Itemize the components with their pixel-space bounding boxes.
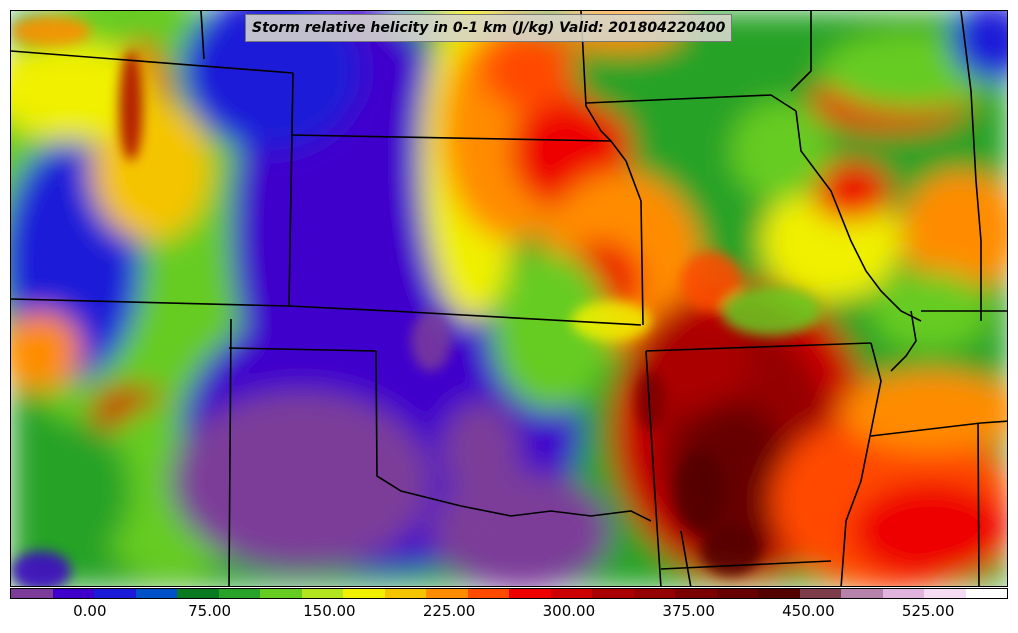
colorbar-tick-label: 0.00 <box>73 602 107 620</box>
colorbar-swatch <box>965 589 1007 598</box>
colorbar-swatch <box>218 589 260 598</box>
colorbar-swatch <box>260 589 302 598</box>
colorbar-swatch <box>135 589 177 598</box>
colorbar-swatch <box>11 589 53 598</box>
colorbar-swatch <box>882 589 924 598</box>
colorbar-swatch <box>716 589 758 598</box>
colorbar-swatch <box>301 589 343 598</box>
colorbar-swatch <box>177 589 219 598</box>
colorbar-swatch <box>94 589 136 598</box>
helicity-field <box>11 11 1007 586</box>
colorbar-swatch <box>426 589 468 598</box>
colorbar <box>10 588 1008 599</box>
colorbar-ticks: 0.00 75.00 150.00 225.00 300.00 375.00 450.00 5… <box>10 602 1008 626</box>
helicity-detail <box>11 16 821 586</box>
colorbar-swatch <box>52 589 94 598</box>
colorbar-tick-label: 150.00 <box>303 602 356 620</box>
colorbar-swatch <box>592 589 634 598</box>
map-canvas <box>11 11 1007 586</box>
colorbar-swatch <box>758 589 800 598</box>
colorbar-tick-label: 75.00 <box>188 602 232 620</box>
colorbar-tick-label: 525.00 <box>901 602 955 620</box>
colorbar-swatch <box>841 589 883 598</box>
colorbar-swatch <box>467 589 509 598</box>
colorbar-tick-label: 450.00 <box>782 602 835 620</box>
colorbar-tick-label: 300.00 <box>542 602 596 620</box>
colorbar-swatch <box>343 589 385 598</box>
colorbar-swatch <box>799 589 841 598</box>
colorbar-swatch <box>509 589 551 598</box>
map-title: Storm relative helicity in 0-1 km (J/kg)… <box>245 14 733 42</box>
helicity-map <box>10 10 1008 587</box>
colorbar-swatch <box>633 589 675 598</box>
state-boundaries <box>11 11 1007 586</box>
colorbar-swatch <box>675 589 717 598</box>
colorbar-swatch <box>384 589 426 598</box>
colorbar-tick-label: 225.00 <box>422 602 476 620</box>
colorbar-swatch <box>550 589 592 598</box>
colorbar-tick-label: 375.00 <box>662 602 715 620</box>
colorbar-swatch <box>924 589 966 598</box>
